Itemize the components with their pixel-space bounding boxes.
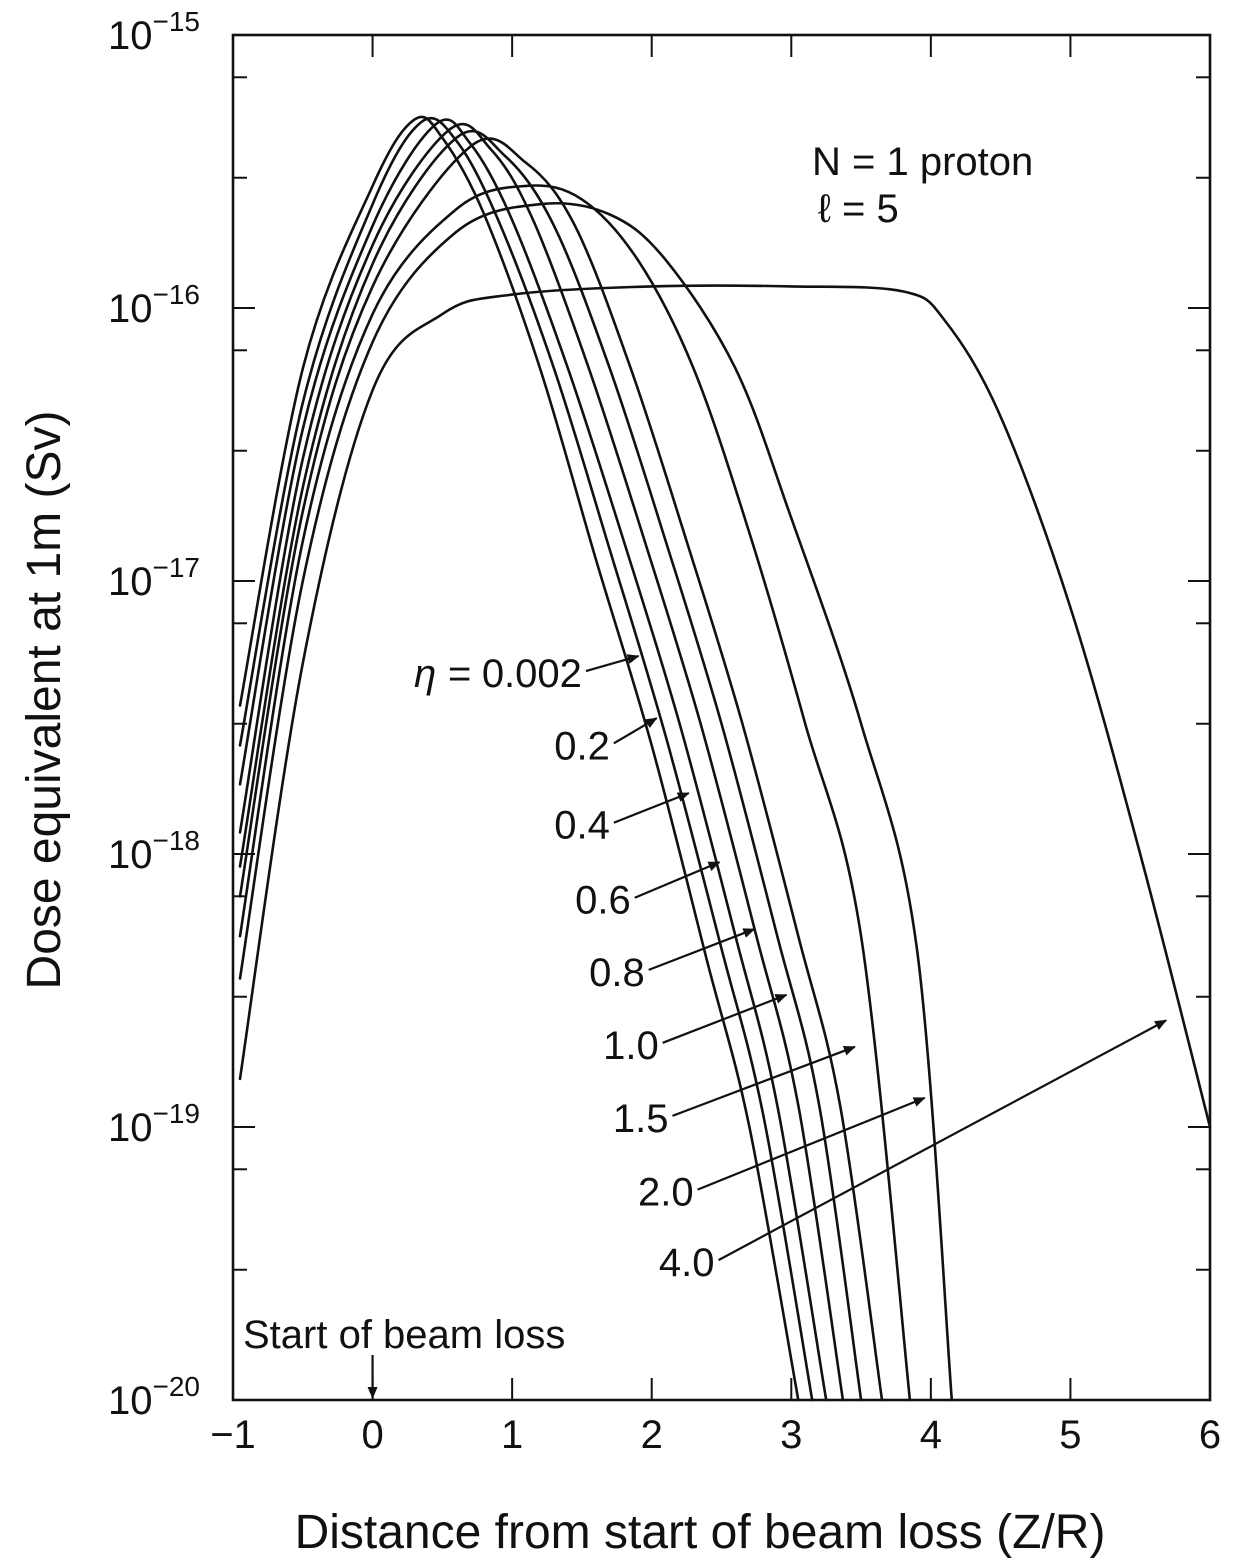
eta-label-2.0: 2.0: [638, 1171, 694, 1215]
eta-label-1.5: 1.5: [613, 1097, 669, 1141]
eta-arrow-0.6: [634, 861, 721, 899]
y-tick-label: 10−17: [108, 552, 200, 604]
y-tick-label: 10−15: [108, 6, 200, 58]
eta-arrow-1.5: [672, 1045, 856, 1117]
y-tick-label: 10−16: [108, 279, 200, 331]
eta-label-0.4: 0.4: [554, 804, 610, 848]
x-tick-label: 5: [1059, 1413, 1081, 1457]
curve-eta-4.0: [238, 284, 1212, 1129]
curve-eta-0.002: [238, 115, 800, 1402]
curve-eta-0.8: [238, 129, 863, 1402]
eta-arrow-2.0: [697, 1096, 926, 1191]
eta-arrow-0.2: [613, 717, 658, 745]
y-tick-label: 10−18: [108, 825, 200, 877]
params-line2: ℓ = 5: [818, 187, 899, 231]
eta-label-4.0: 4.0: [659, 1241, 715, 1285]
curve-eta-0.2: [238, 116, 814, 1402]
x-tick-label: 1: [501, 1413, 523, 1457]
eta-label-1.0: 1.0: [603, 1024, 659, 1068]
start-of-beam-loss-label: Start of beam loss: [243, 1313, 565, 1357]
x-tick-label: 0: [361, 1413, 383, 1457]
axis-ticks: [232, 34, 1211, 1401]
eta-label-0.6: 0.6: [575, 879, 631, 923]
params-line1: N = 1 proton: [812, 140, 1033, 184]
curves: [238, 115, 1212, 1402]
x-tick-label: 4: [920, 1413, 942, 1457]
x-tick-label: −1: [210, 1413, 256, 1457]
curve-eta-2.0: [238, 201, 954, 1402]
eta-arrow-0.002: [585, 654, 640, 673]
eta-arrow-1.0: [662, 993, 788, 1044]
y-tick-label: 10−20: [108, 1371, 200, 1423]
eta-label-0.2: 0.2: [554, 724, 610, 768]
annotations: N = 1 proton ℓ = 5 Start of beam loss η …: [243, 140, 1168, 1399]
eta-arrow-4.0: [718, 1019, 1168, 1262]
curve-eta-1.5: [238, 184, 912, 1402]
eta-label-0.8: 0.8: [589, 951, 645, 995]
y-tick-label: 10−19: [108, 1098, 200, 1150]
x-axis-label: Distance from start of beam loss (Z/R): [295, 1506, 1106, 1559]
x-tick-label: 3: [780, 1413, 802, 1457]
eta-arrow-0.4: [613, 792, 690, 824]
x-tick-label: 2: [641, 1413, 663, 1457]
y-axis-label: Dose equivalent at 1m (Sv): [18, 411, 71, 990]
eta-arrow-0.8: [648, 928, 756, 971]
plot-frame: [231, 33, 1212, 1402]
x-tick-label: 6: [1199, 1413, 1221, 1457]
tick-labels: −1 0 1 2 3 4 5 6 10−20 10−19 10−18 10−17 10−16 10−15: [108, 6, 1221, 1457]
curve-eta-1.0: [238, 137, 884, 1402]
eta-label-0.002: η = 0.002: [414, 652, 582, 696]
